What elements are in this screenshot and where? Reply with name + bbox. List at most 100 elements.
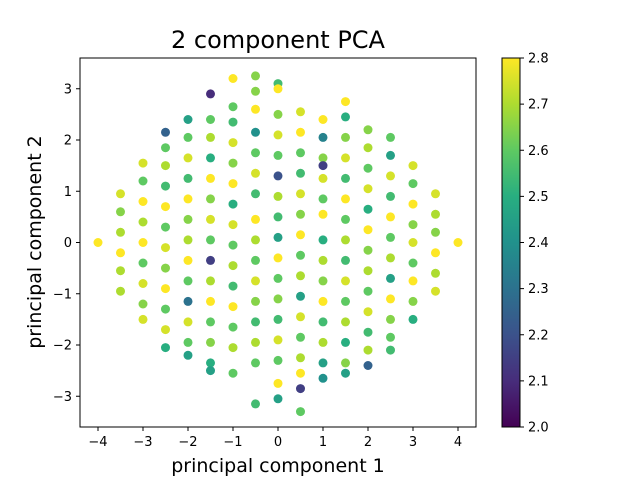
data-point [318,337,328,347]
data-point [273,150,283,160]
data-point [431,209,440,219]
data-point [251,104,260,114]
data-point [408,220,418,230]
data-point [251,148,260,158]
data-point [251,71,260,81]
data-point [363,163,373,173]
data-point [251,255,260,265]
data-point [161,284,170,294]
data-point [341,276,350,286]
data-point [161,127,170,137]
data-point [386,253,395,263]
data-point [318,115,328,124]
data-point [183,153,193,163]
x-tick-label: −2 [178,435,197,450]
data-point [228,138,238,148]
colorbar-tick-label: 2.5 [528,190,549,205]
data-point [138,299,148,309]
data-point [273,171,283,181]
data-point [296,368,305,378]
data-point [296,353,305,363]
data-point [318,194,328,204]
data-point [386,171,395,181]
data-point [408,296,418,306]
colorbar-tick-label: 2.0 [528,421,549,436]
data-point [341,153,350,163]
data-point [228,179,238,189]
data-point [296,209,305,219]
data-point [161,181,170,191]
data-point [228,343,238,353]
data-point [228,281,238,291]
x-tick-label: −4 [88,435,107,450]
data-point [206,132,215,142]
data-point [206,317,215,327]
data-point [341,97,350,107]
data-point [183,194,193,204]
data-point [386,294,395,304]
data-point [183,115,193,124]
data-point [431,189,440,199]
data-point [318,209,328,219]
data-point [341,358,350,368]
data-point [183,276,193,286]
colorbar-tick-label: 2.1 [528,374,549,389]
data-point [296,127,305,137]
data-point [273,130,283,140]
data-point [386,332,395,342]
data-point [273,84,283,94]
data-point [296,384,305,394]
data-point [318,153,328,163]
data-point [341,368,350,378]
data-point [161,263,170,273]
data-point [138,258,148,268]
data-point [251,337,260,347]
x-tick-label: 3 [409,435,417,450]
data-point [183,214,193,224]
colorbar-ticks: 2.0 2.1 2.2 2.3 2.4 2.5 2.6 2.7 2.8 [520,52,549,436]
data-point [228,302,238,312]
data-point [363,307,373,317]
data-point [341,194,350,204]
data-point [116,189,125,199]
data-point [206,214,215,224]
data-point [206,366,215,376]
data-point [296,189,305,199]
data-point [183,317,193,327]
data-point [161,202,170,212]
data-point [251,276,260,286]
data-point [408,276,418,286]
y-tick-label: −2 [53,339,72,354]
y-tick-label: 3 [64,82,72,97]
data-point [228,220,238,230]
data-point [161,325,170,335]
data-point [206,296,215,306]
data-point [341,317,350,327]
data-point [318,255,328,265]
data-point [161,343,170,353]
y-tick-label: −1 [53,287,72,302]
data-point [296,107,305,117]
data-point [296,407,305,417]
data-point [296,312,305,322]
data-point [273,355,283,365]
data-point [161,143,170,153]
data-point [206,89,215,99]
data-point [296,168,305,178]
data-point [206,115,215,124]
data-point [228,102,238,112]
data-point [273,394,283,404]
data-point [363,245,373,255]
data-point [363,225,373,235]
data-point [408,199,418,209]
x-tick-label: −1 [223,435,242,450]
data-point [408,179,418,189]
data-point [386,273,395,283]
data-point [341,112,350,122]
data-point [318,276,328,286]
x-tick-label: 0 [274,435,282,450]
data-point [363,266,373,276]
y-tick-label: 1 [64,185,72,200]
y-tick-label: −3 [53,390,72,405]
data-point [341,235,350,245]
